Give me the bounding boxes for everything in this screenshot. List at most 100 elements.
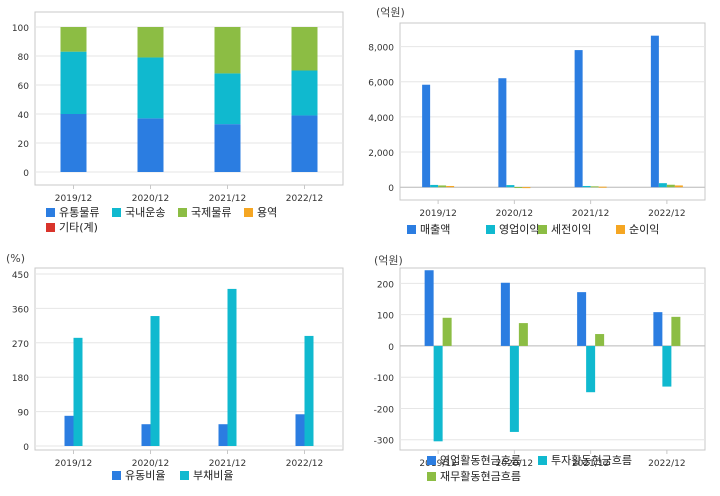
ratios-bar [227, 288, 237, 446]
legend-item[interactable]: 재무활동현금흐름 [427, 470, 521, 484]
cashflow-ytick-label: -300 [374, 437, 395, 447]
composition-xtick-label: 2022/12 [286, 194, 323, 204]
cashflow-chart: (억원) -300 -200 -100 0 100 200 2019/12 2020/12 20… [360, 248, 720, 496]
legend-swatch [178, 208, 187, 217]
income-plot-frame [399, 22, 706, 201]
income-chart-svg: 0 2,000 4,000 6,000 8,000 2019/12 2020/12 2021/… [368, 22, 706, 219]
cashflow-ytick-label: 0 [388, 343, 394, 353]
legend-swatch [427, 456, 436, 465]
legend-label: 영업활동현금흐름 [440, 454, 521, 467]
income-bar [650, 35, 659, 188]
composition-bar [137, 118, 164, 172]
legend-label: 순이익 [629, 223, 660, 236]
income-bar [438, 185, 447, 188]
income-ytick-label: 6,000 [368, 79, 394, 89]
income-bar [514, 187, 523, 189]
legend-swatch [486, 225, 495, 234]
income-chart: (억원) 0 2,000 4,000 6,000 8,000 2019/12 2020/12… [360, 0, 720, 250]
income-bar [658, 183, 667, 188]
ratios-bar [295, 414, 305, 446]
legend-item[interactable]: 용역 [244, 206, 277, 220]
composition-bar [137, 27, 164, 58]
ratio-chart-svg: 0 90 180 270 360 450 2019/12 2020/12 2021/12 2022… [12, 267, 344, 469]
legend-item[interactable]: 세전이익 [538, 223, 591, 237]
legend-label: 투자활동현금흐름 [551, 454, 632, 467]
legend-item[interactable]: 영업이익 [486, 223, 539, 237]
income-bar [498, 78, 507, 188]
income-xtick-label: 2021/12 [572, 209, 609, 219]
composition-bar [291, 27, 318, 71]
ratios-ytick-label: 270 [12, 340, 29, 350]
cashflow-ytick-label: -200 [374, 405, 395, 415]
legend-item[interactable]: 유통물류 [46, 206, 99, 220]
composition-bar [60, 27, 87, 52]
income-bar [590, 186, 599, 188]
composition-bar [214, 73, 241, 125]
legend-label: 영업이익 [499, 223, 540, 236]
ratios-bar [150, 316, 160, 446]
cashflow-plot-frame [399, 267, 706, 451]
legend-item[interactable]: 국제물류 [178, 206, 231, 220]
composition-ytick-label: 60 [18, 82, 30, 92]
legend-item[interactable]: 유동비율 [112, 469, 165, 483]
legend-item[interactable]: 순이익 [616, 223, 659, 237]
legend-label: 재무활동현금흐름 [440, 470, 521, 483]
ratios-plot-frame [34, 267, 344, 451]
legend-item[interactable]: 투자활동현금흐름 [538, 454, 632, 468]
income-bar [598, 186, 607, 188]
cashflow-bar [653, 312, 663, 346]
composition-ytick-label: 100 [12, 24, 29, 34]
cashflow-xtick-label: 2022/12 [648, 459, 685, 469]
legend-swatch [407, 225, 416, 234]
ratios-xtick-label: 2021/12 [209, 459, 246, 469]
cashflow-ytick-label: 100 [377, 312, 394, 322]
income-xtick-label: 2020/12 [496, 209, 533, 219]
legend-label: 매출액 [420, 223, 451, 236]
cashflow-ytick-label: 200 [377, 280, 394, 290]
composition-bar [60, 114, 87, 172]
ratios-ytick-label: 450 [12, 271, 29, 281]
legend-item[interactable]: 영업활동현금흐름 [427, 454, 521, 468]
legend-label: 국내운송 [125, 206, 166, 219]
legend-item[interactable]: 부채비율 [180, 469, 233, 483]
cashflow-bar [424, 270, 434, 346]
cashflow-bar [433, 345, 443, 442]
cashflow-xtick-label: 2020/12 [496, 459, 533, 469]
cashflow-ytick-label: -100 [374, 374, 395, 384]
ratios-bar [64, 415, 74, 446]
ratios-xtick-label: 2019/12 [55, 459, 92, 469]
legend-item[interactable]: 기타(계) [46, 221, 98, 235]
ratio-chart: (%) 0 90 180 270 360 450 2019/12 2020/12 2021/12… [0, 248, 360, 496]
legend-swatch [538, 225, 547, 234]
legend-swatch [46, 208, 55, 217]
composition-chart: 0 20 40 60 80 100 2019/12 2020/12 2021/12 2022/12… [0, 0, 360, 250]
cashflow-bar [595, 334, 605, 346]
income-bar [574, 50, 583, 188]
ratios-bar [73, 337, 83, 446]
income-bar [674, 185, 683, 188]
legend-label: 세전이익 [551, 223, 592, 236]
legend-item[interactable]: 국내운송 [112, 206, 165, 220]
composition-bar [137, 57, 164, 119]
composition-chart-svg: 0 20 40 60 80 100 2019/12 2020/12 2021/12 2022/12 [12, 11, 344, 204]
legend-swatch [46, 223, 55, 232]
composition-ytick-label: 40 [18, 111, 30, 121]
income-unit-label: (억원) [376, 6, 405, 19]
legend-swatch [112, 208, 121, 217]
income-bar [522, 187, 531, 189]
composition-bar [214, 27, 241, 74]
income-ytick-label: 2,000 [368, 149, 394, 159]
legend-swatch [538, 456, 547, 465]
legend-label: 국제물류 [191, 206, 232, 219]
legend-item[interactable]: 매출액 [407, 223, 450, 237]
income-ytick-label: 4,000 [368, 114, 394, 124]
legend-swatch [112, 471, 121, 480]
composition-bar [291, 115, 318, 172]
income-bar [666, 184, 675, 188]
income-bar [422, 84, 431, 188]
income-legend: 매출액 영업이익 세전이익 순이익 [360, 0, 720, 250]
legend-swatch [180, 471, 189, 480]
income-ytick-label: 0 [388, 184, 394, 194]
composition-bar [291, 70, 318, 116]
